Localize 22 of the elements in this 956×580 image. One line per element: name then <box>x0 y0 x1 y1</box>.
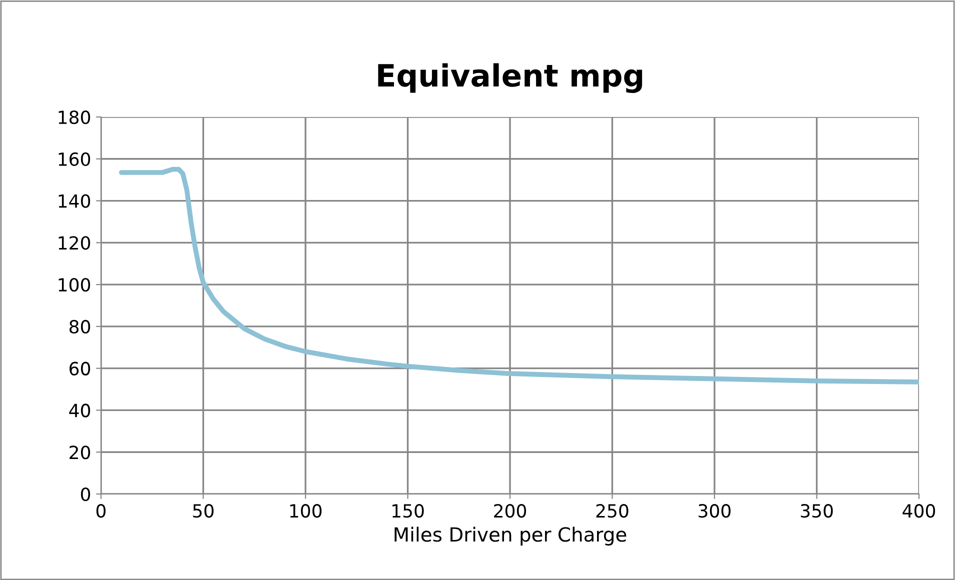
y-tick-label: 60 <box>70 362 90 376</box>
x-tick-label: 350 <box>800 504 833 518</box>
y-tick-label: 160 <box>58 152 90 166</box>
y-tick-label: 40 <box>69 404 90 418</box>
x-tick-label: 300 <box>698 504 731 518</box>
chart-title: Equivalent mpg <box>378 63 642 94</box>
line-series <box>119 166 919 384</box>
x-tick-label: 100 <box>290 504 322 518</box>
x-axis-title: Miles Driven per Charge <box>394 526 626 546</box>
x-tick-label: 0 <box>96 504 106 518</box>
y-tick-label: 80 <box>70 320 90 334</box>
y-tick-label: 180 <box>58 110 90 124</box>
y-tick-label: 0 <box>80 487 90 502</box>
x-tick-label: 50 <box>193 504 214 518</box>
y-tick-label: 100 <box>58 278 90 292</box>
x-tick-label: 250 <box>596 504 628 518</box>
y-tick-label: 140 <box>58 194 90 208</box>
x-tick-label: 150 <box>392 504 424 518</box>
y-tick-label: 20 <box>70 446 90 460</box>
x-tick-label: 200 <box>494 504 526 518</box>
y-tick-label: 120 <box>58 236 90 250</box>
x-tick-label: 400 <box>902 504 936 518</box>
